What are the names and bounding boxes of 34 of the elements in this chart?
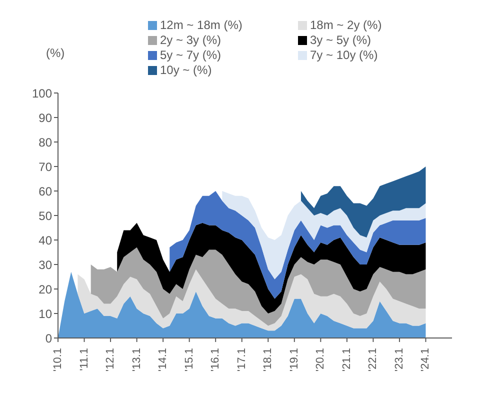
legend-label: 3y ~ 5y (%) [310,33,372,47]
x-tick-label: '23.1 [393,348,406,372]
y-tick-label: 60 [38,184,52,198]
x-tick-label: '20.1 [314,348,327,372]
y-tick-label: 30 [38,258,52,272]
legend-label: 18m ~ 2y (%) [310,18,382,32]
legend-label: 7y ~ 10y (%) [310,48,378,62]
x-tick-label: '17.1 [236,348,248,372]
x-tick-label: '24.1 [420,348,432,372]
legend-label: 12m ~ 18m (%) [160,18,242,32]
y-tick-label: 40 [38,233,52,248]
y-tick-label: 20 [38,282,52,296]
legend-label: 2y ~ 3y (%) [160,33,222,47]
x-tick-label: '13.1 [130,348,143,372]
x-tick-label: '22.1 [367,348,380,372]
x-tick-label: '16.1 [210,348,222,372]
x-tick-label: '15.1 [183,348,196,372]
x-tick-label: '19.1 [288,348,300,372]
y-tick-label: 10 [38,306,52,321]
y-axis-title: (%) [46,46,65,60]
x-tick-label: '10.1 [52,348,64,372]
x-tick-label: '21.1 [340,348,353,372]
x-tick-label: '12.1 [104,348,117,372]
legend-label: 5y ~ 7y (%) [160,48,222,62]
y-tick-label: 70 [38,160,52,174]
legend-label: 10y ~ (%) [160,63,212,77]
x-tick-label: '14.1 [157,348,170,372]
y-tick-label: 90 [38,110,52,125]
y-tick-label: 50 [38,208,52,223]
y-tick-label: 80 [38,135,52,150]
x-tick-label: '18.1 [262,348,274,372]
y-tick-label: 0 [45,331,52,346]
y-tick-label: 100 [32,86,52,100]
x-tick-label: '11.1 [78,348,90,371]
